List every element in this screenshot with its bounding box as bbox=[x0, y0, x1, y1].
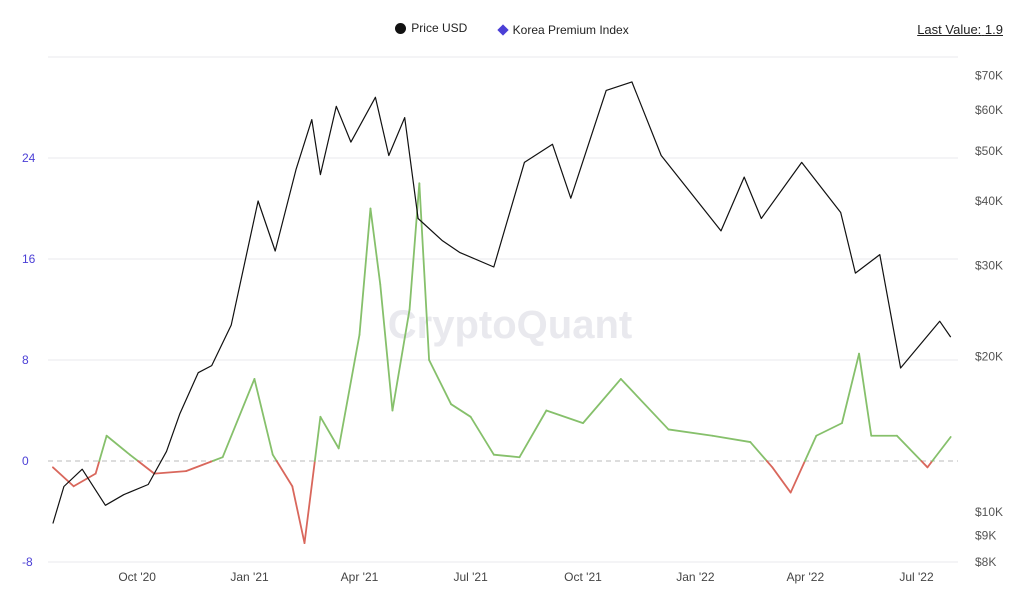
axis-labels: 24 16 8 0 -8 $70K $60K $50K $40K $30K $20K $10K $9K $… bbox=[22, 68, 1003, 584]
index-segment bbox=[98, 434, 108, 462]
legend-item-index[interactable]: Korea Premium Index bbox=[496, 22, 629, 37]
index-segment bbox=[815, 422, 843, 437]
index-segment bbox=[94, 460, 101, 475]
left-tick-label: 24 bbox=[22, 151, 36, 165]
index-segment bbox=[749, 441, 768, 462]
index-segment bbox=[804, 434, 818, 462]
right-tick-label: $50K bbox=[975, 144, 1003, 158]
x-tick-label: Jul '22 bbox=[899, 570, 934, 584]
x-tick-label: Jan '22 bbox=[676, 570, 715, 584]
index-segment bbox=[221, 378, 256, 459]
left-tick-label: 16 bbox=[22, 252, 36, 266]
index-segment bbox=[789, 460, 806, 494]
legend-item-price[interactable]: Price USD bbox=[395, 21, 467, 35]
index-segment bbox=[545, 409, 584, 425]
index-segment bbox=[319, 415, 340, 450]
left-tick-label: 8 bbox=[22, 353, 29, 367]
last-value-number: 1.9 bbox=[984, 22, 1003, 37]
x-tick-label: Oct '20 bbox=[118, 570, 156, 584]
index-segment bbox=[271, 453, 278, 462]
legend-price-label: Price USD bbox=[411, 21, 468, 35]
index-segment bbox=[153, 470, 187, 475]
index-segment bbox=[428, 359, 452, 406]
left-tick-label: -8 bbox=[22, 555, 33, 569]
index-segment bbox=[185, 460, 214, 473]
chart-legend: Price USD Korea Premium Index bbox=[0, 21, 1024, 37]
index-segment bbox=[619, 378, 670, 431]
index-segment bbox=[771, 466, 792, 494]
legend-price-marker-icon bbox=[395, 22, 407, 34]
chart-marks bbox=[51, 81, 952, 544]
right-tick-label: $20K bbox=[975, 349, 1003, 363]
right-tick-label: $40K bbox=[975, 194, 1003, 208]
index-segment bbox=[896, 434, 923, 462]
index-segment bbox=[137, 460, 156, 475]
index-segment bbox=[128, 453, 139, 462]
index-segment bbox=[358, 207, 372, 336]
index-segment bbox=[379, 283, 394, 412]
index-segment bbox=[920, 460, 929, 469]
index-segment bbox=[858, 352, 873, 437]
index-segment bbox=[72, 472, 97, 488]
x-tick-label: Jan '21 bbox=[230, 570, 269, 584]
index-segment bbox=[469, 415, 495, 456]
index-segment bbox=[313, 415, 322, 462]
right-tick-label: $60K bbox=[975, 103, 1003, 117]
index-segment bbox=[765, 460, 774, 469]
index-segment bbox=[408, 182, 421, 311]
right-tick-label: $10K bbox=[975, 505, 1003, 519]
index-segment bbox=[926, 460, 934, 469]
last-value-readout[interactable]: Last Value: 1.9 bbox=[917, 22, 1003, 37]
right-tick-label: $70K bbox=[975, 68, 1003, 82]
index-segment bbox=[711, 434, 752, 443]
index-segment bbox=[303, 460, 316, 544]
index-segment bbox=[211, 456, 224, 462]
index-segment bbox=[253, 378, 274, 456]
index-segment bbox=[450, 403, 472, 418]
right-tick-label: $30K bbox=[975, 259, 1003, 273]
x-tick-label: Oct '21 bbox=[564, 570, 602, 584]
index-segment bbox=[931, 436, 952, 462]
price-line bbox=[52, 81, 952, 524]
index-segment bbox=[667, 428, 714, 437]
index-segment bbox=[51, 466, 75, 488]
index-segment bbox=[275, 460, 294, 488]
index-segment bbox=[369, 207, 382, 286]
index-segment bbox=[492, 453, 521, 459]
index-segment bbox=[291, 485, 306, 544]
index-segment bbox=[105, 434, 131, 456]
right-tick-label: $8K bbox=[975, 555, 996, 569]
legend-index-label: Korea Premium Index bbox=[512, 22, 629, 37]
right-tick-label: $9K bbox=[975, 529, 996, 543]
watermark: CryptoQuant bbox=[388, 303, 632, 347]
index-segment bbox=[391, 308, 411, 412]
x-tick-label: Apr '21 bbox=[341, 570, 379, 584]
x-tick-label: Jul '21 bbox=[453, 570, 488, 584]
index-segment bbox=[518, 409, 548, 459]
index-segment bbox=[337, 333, 361, 450]
grid-lines bbox=[48, 56, 958, 563]
index-segment bbox=[418, 182, 431, 361]
last-value-label: Last Value: bbox=[917, 22, 982, 37]
left-tick-label: 0 bbox=[22, 454, 29, 468]
x-tick-label: Apr '22 bbox=[786, 570, 824, 584]
index-segment bbox=[841, 352, 860, 425]
index-segment bbox=[582, 378, 622, 425]
